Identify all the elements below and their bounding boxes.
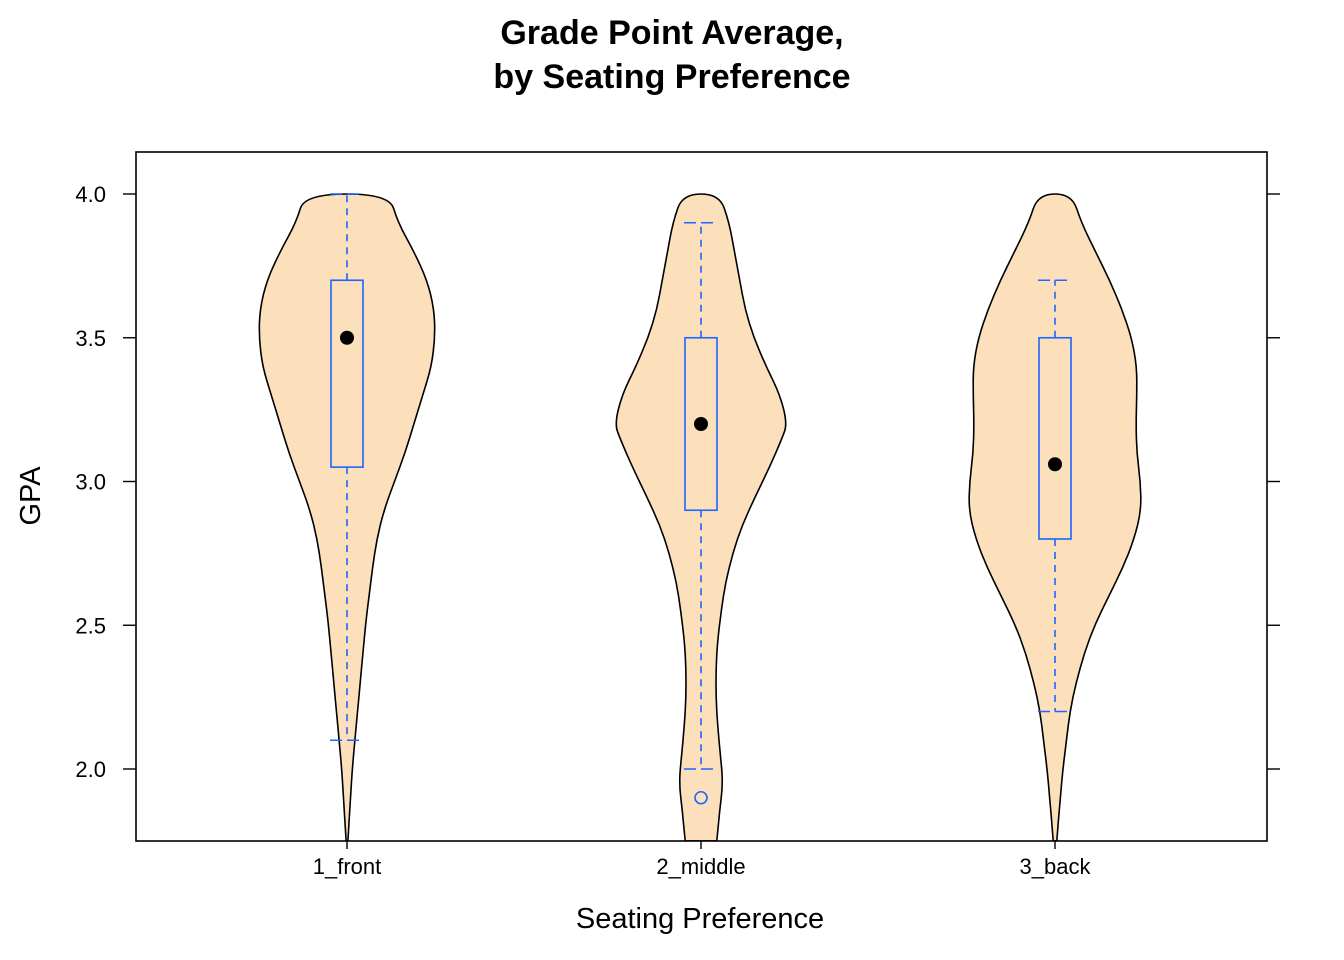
median-dot-3_back [1048, 457, 1062, 472]
x-axis: 1_front 2_middle 3_back [313, 841, 1092, 879]
chart-title-line-1: Grade Point Average, [500, 14, 843, 52]
iqr-box-1_front [330, 279, 364, 468]
x-tick-label: 1_front [313, 854, 382, 879]
y-axis-label: GPA [15, 466, 47, 526]
x-tick-label: 2_middle [656, 854, 745, 879]
y-tick-label: 2.5 [75, 613, 106, 638]
violins-layer [258, 193, 1142, 841]
median-dot-2_middle [694, 417, 708, 431]
violin-2_middle [615, 193, 787, 841]
chart-title-line-2: by Seating Preference [493, 58, 850, 96]
x-axis-label: Seating Preference [576, 903, 824, 935]
violin-1_front [258, 193, 436, 841]
x-tick-label: 3_back [1020, 854, 1092, 879]
y-tick-label: 3.0 [75, 470, 106, 495]
median-dot-1_front [340, 330, 354, 345]
y-tick-label: 3.5 [75, 326, 106, 351]
outlier-point-2_middle [694, 790, 708, 805]
iqr-box-3_back [1038, 336, 1072, 540]
y-axis: 2.0 2.5 3.0 3.5 4.0 [75, 182, 1280, 782]
iqr-box-2_middle [684, 336, 718, 512]
violin-3_back [968, 193, 1142, 841]
y-tick-label: 2.0 [75, 757, 106, 782]
y-tick-label: 4.0 [75, 182, 106, 207]
boxplots-layer [330, 193, 1072, 805]
